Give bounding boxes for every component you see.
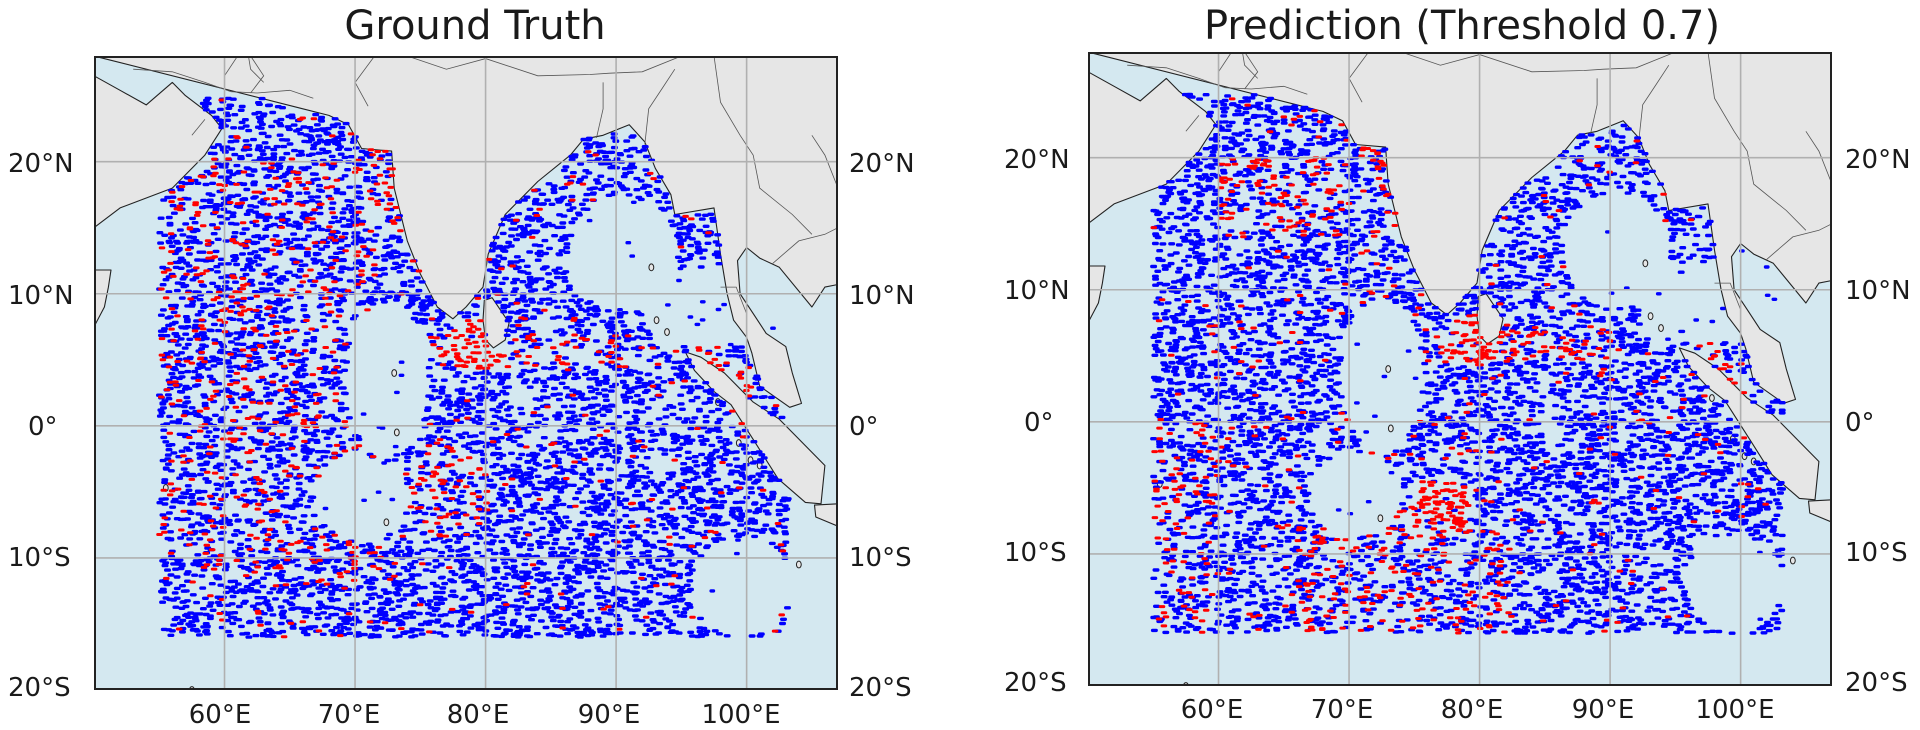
island [653, 316, 660, 325]
map-frame [1088, 52, 1832, 686]
blue-points [1150, 92, 1786, 635]
map-layers [94, 56, 838, 690]
island [1789, 556, 1796, 565]
border-line [191, 119, 206, 136]
border-line [772, 227, 838, 264]
red-points [156, 98, 787, 639]
lat-label-right: 20°S [1845, 668, 1908, 698]
border-line [1590, 78, 1598, 134]
border-line [1244, 52, 1259, 90]
data-points-layer [1150, 92, 1786, 635]
border-line [713, 56, 813, 235]
map-layers [1088, 52, 1832, 686]
panel-title: Ground Truth [344, 3, 606, 49]
border-line [1766, 223, 1832, 260]
island [1377, 514, 1384, 523]
map-frame [94, 56, 838, 690]
lon-label: 60°E [188, 700, 252, 730]
border-line [1185, 115, 1200, 132]
border-line [224, 56, 238, 77]
data-points-layer [156, 96, 792, 639]
lon-label: 80°E [1440, 695, 1504, 725]
lat-label-left: 0° [28, 412, 58, 442]
ground-truth-panel: Ground Truth 20°N 10°N 0° 10°S 20°S 20°N… [0, 0, 960, 730]
lon-label: 100°E [1695, 695, 1775, 725]
map-area [1088, 52, 1832, 686]
lon-label: 70°E [1310, 695, 1374, 725]
island [1387, 424, 1394, 433]
border-line [644, 68, 676, 145]
border-line [1714, 282, 1741, 310]
lat-label-left: 20°N [8, 149, 74, 179]
border-line [596, 82, 604, 138]
map-canvas [1088, 52, 1832, 686]
border-line [1127, 64, 1308, 95]
gridlines-layer [1088, 52, 1832, 686]
lat-label-right: 10°S [849, 543, 912, 573]
sumatra-landmass [684, 351, 826, 505]
lon-label: 70°E [317, 700, 381, 730]
border-line [1401, 52, 1676, 73]
lat-label-right: 20°N [849, 149, 915, 179]
island [1642, 259, 1649, 268]
island [391, 369, 398, 377]
island [1385, 365, 1392, 373]
lat-label-right: 10°N [1845, 276, 1911, 306]
lat-label-right: 20°S [849, 673, 912, 703]
borders-layer [133, 56, 838, 314]
prediction-panel: Prediction (Threshold 0.7) 20°N 10°N 0° … [960, 0, 1920, 728]
lat-label-left: 10°N [1004, 276, 1070, 306]
lat-label-right: 0° [1845, 408, 1875, 438]
border-line [1638, 64, 1670, 141]
lat-label-left: 10°S [1004, 538, 1067, 568]
lon-label: 80°E [446, 700, 510, 730]
island [664, 328, 670, 336]
lat-label-left: 20°S [1004, 668, 1067, 698]
sriLanka-landmass [1476, 293, 1504, 345]
border-line [811, 135, 838, 189]
island [393, 428, 400, 437]
border-line [133, 68, 314, 99]
island [383, 518, 390, 527]
border-line [1218, 52, 1232, 73]
lat-label-left: 0° [1024, 408, 1054, 438]
island-layer [162, 263, 802, 690]
java-landmass [813, 503, 838, 527]
border-line [720, 286, 747, 314]
border-line [1805, 131, 1832, 185]
lat-label-left: 10°N [8, 281, 74, 311]
map-area [94, 56, 838, 690]
gridlines-layer [94, 56, 838, 690]
island [1658, 324, 1664, 332]
java-landmass [1807, 499, 1832, 523]
lat-label-right: 0° [849, 412, 879, 442]
border-line [250, 56, 265, 94]
lon-label: 90°E [577, 700, 641, 730]
lat-label-left: 10°S [8, 543, 71, 573]
lat-label-left: 20°S [8, 673, 71, 703]
lat-label-right: 10°N [849, 281, 915, 311]
lon-label: 60°E [1180, 695, 1244, 725]
panel-title: Prediction (Threshold 0.7) [1203, 3, 1721, 49]
lat-label-left: 20°N [1004, 145, 1070, 175]
island-layer [1156, 259, 1796, 686]
border-line [1242, 52, 1258, 79]
island [1709, 394, 1715, 402]
africa-landmass [1088, 265, 1106, 324]
border-line [1707, 52, 1807, 231]
land-layer [94, 56, 838, 527]
lat-label-right: 10°S [1845, 538, 1908, 568]
map-canvas [94, 56, 838, 690]
africa-landmass [94, 269, 112, 328]
border-line [248, 56, 264, 83]
blue-points [156, 96, 792, 639]
lat-label-right: 20°N [1845, 145, 1911, 175]
lon-label: 100°E [701, 700, 781, 730]
border-line [407, 56, 682, 77]
lon-label: 90°E [1571, 695, 1635, 725]
island [648, 263, 655, 272]
india-landmass [1088, 52, 1832, 404]
island [795, 560, 802, 569]
island [1647, 312, 1654, 321]
